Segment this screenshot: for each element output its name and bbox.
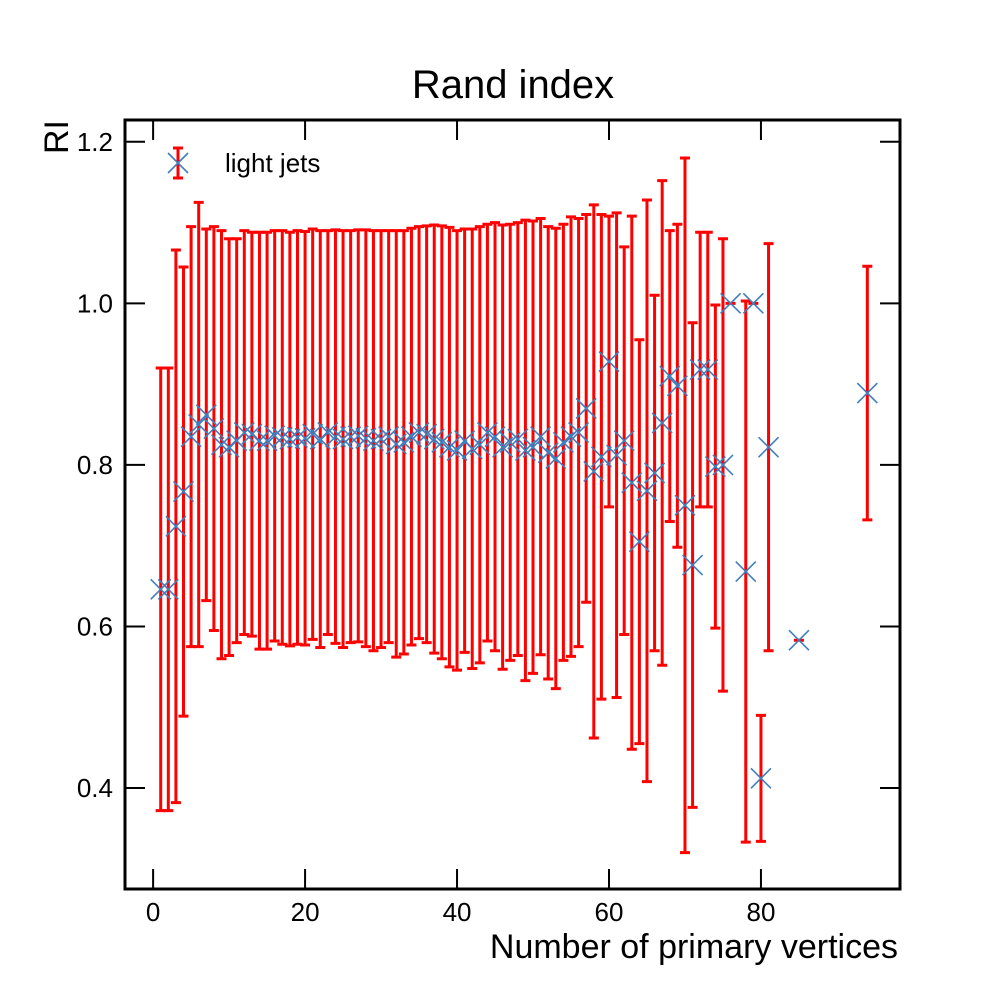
marker (757, 436, 780, 458)
marker (423, 428, 445, 450)
marker (689, 359, 711, 381)
marker (666, 375, 688, 397)
marker (248, 430, 271, 452)
marker (317, 422, 339, 444)
marker (712, 454, 734, 476)
marker (180, 426, 202, 448)
marker (286, 426, 309, 449)
marker (157, 578, 179, 600)
y-tick-label: 0.8 (77, 450, 113, 480)
marker (659, 365, 681, 387)
marker (613, 430, 635, 452)
marker (719, 292, 742, 314)
marker (188, 413, 210, 436)
marker (545, 447, 567, 470)
marker (750, 767, 772, 789)
marker (195, 404, 217, 426)
x-tick-label: 40 (443, 897, 472, 927)
marker (172, 481, 195, 503)
marker (628, 531, 650, 553)
marker (575, 397, 597, 419)
marker (651, 412, 673, 434)
marker (621, 472, 643, 494)
legend-marker (167, 152, 189, 174)
marker (568, 422, 590, 444)
marker (362, 430, 385, 452)
marker (150, 578, 172, 600)
y-tick-label: 0.6 (77, 611, 113, 641)
x-tick-label: 20 (291, 897, 320, 927)
marker (271, 426, 293, 449)
marker (682, 554, 704, 576)
marker (469, 434, 491, 456)
marker (385, 433, 407, 455)
y-tick-label: 1.0 (77, 288, 113, 318)
marker (484, 426, 506, 448)
marker (674, 494, 696, 516)
marker (324, 426, 347, 448)
x-axis-label: Number of primary vertices (490, 928, 898, 966)
plot-frame (123, 118, 902, 891)
marker (210, 434, 233, 456)
marker (735, 560, 757, 583)
marker (370, 428, 392, 450)
chart-title: Rand index (412, 63, 614, 107)
marker (347, 425, 369, 447)
x-tick-label: 60 (595, 897, 624, 927)
marker (438, 436, 461, 458)
marker (583, 460, 605, 482)
marker (499, 431, 521, 453)
marker (606, 444, 628, 466)
x-tick-label: 0 (146, 897, 160, 927)
marker (704, 455, 726, 478)
marker (522, 436, 544, 458)
y-axis-label: RI (38, 120, 76, 154)
marker (264, 425, 286, 447)
marker (697, 359, 719, 381)
marker (560, 426, 582, 448)
marker (507, 428, 529, 450)
marker (514, 439, 536, 461)
marker (644, 462, 666, 484)
marker (203, 418, 225, 440)
marker (636, 480, 658, 502)
marker (233, 422, 255, 444)
y-tick-label: 1.2 (77, 127, 113, 157)
y-tick-label: 0.4 (77, 773, 113, 803)
marker (332, 428, 354, 450)
marker (408, 422, 430, 444)
marker (530, 426, 552, 448)
marker (742, 292, 764, 314)
marker (788, 629, 810, 651)
x-tick-label: 80 (746, 897, 775, 927)
marker (598, 350, 620, 373)
marker (856, 382, 878, 404)
legend-label: light jets (225, 148, 320, 178)
marker (165, 515, 187, 537)
